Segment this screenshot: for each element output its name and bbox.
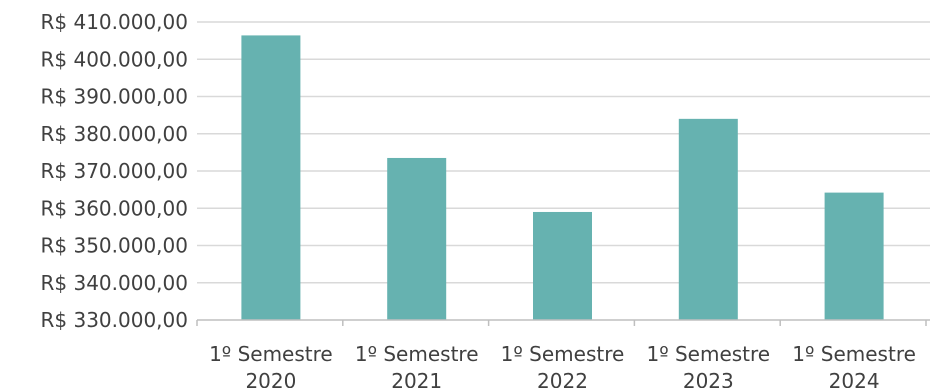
y-axis-tick-labels: R$ 330.000,00 R$ 340.000,00 R$ 350.000,00 R… (41, 10, 189, 332)
y-tick-label: R$ 360.000,00 (41, 196, 189, 220)
y-tick-label: R$ 350.000,00 (41, 234, 189, 258)
y-tick-label: R$ 330.000,00 (41, 308, 189, 332)
y-tick-label: R$ 410.000,00 (41, 10, 189, 34)
y-tick-label: R$ 400.000,00 (41, 47, 189, 71)
bar (387, 157, 447, 320)
bar (824, 192, 884, 320)
bars (241, 35, 884, 320)
x-axis-category-labels: 1º Semestre 2020 1º Semestre 2021 1º Semestr… (209, 342, 916, 388)
x-tick-label: 1º Semestre 2023 (646, 342, 770, 388)
x-tick-label: 1º Semestre 2021 (355, 342, 479, 388)
x-tick-label: 1º Semestre 2024 (792, 342, 916, 388)
y-tick-label: R$ 390.000,00 (41, 85, 189, 109)
bar (533, 211, 592, 320)
gridlines (197, 21, 930, 284)
x-axis (196, 319, 930, 326)
bar (678, 118, 738, 320)
x-tick-label: 1º Semestre 2022 (501, 342, 625, 388)
x-tick-label: 1º Semestre 2020 (209, 342, 333, 388)
y-tick-label: R$ 380.000,00 (41, 122, 189, 146)
y-tick-label: R$ 370.000,00 (41, 159, 189, 183)
y-tick-label: R$ 340.000,00 (41, 271, 189, 295)
bar (241, 35, 301, 320)
